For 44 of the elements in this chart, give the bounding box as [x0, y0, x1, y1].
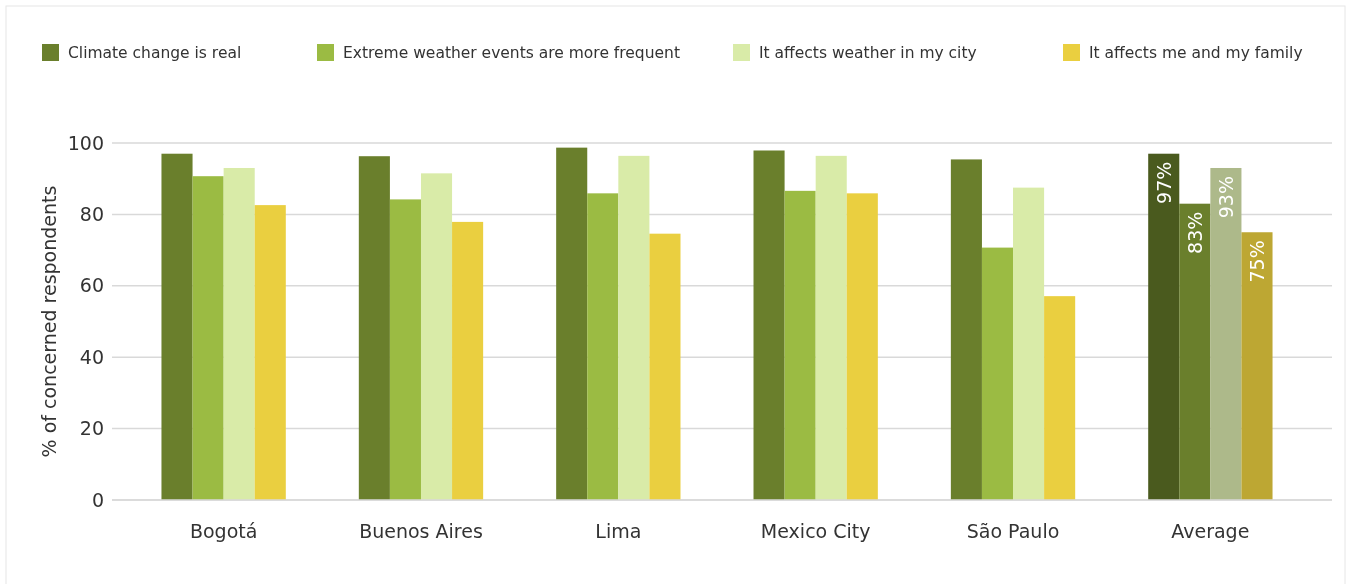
bar	[846, 193, 878, 500]
bar	[1241, 232, 1273, 500]
x-tick-label: Average	[1171, 520, 1250, 542]
x-tick-label: Lima	[595, 520, 642, 542]
legend-label: It affects weather in my city	[759, 44, 977, 62]
data-label: 97%	[1152, 161, 1175, 204]
bar	[223, 167, 255, 500]
bar	[420, 173, 453, 500]
x-tick-label: Bogotá	[189, 520, 258, 542]
bar	[649, 233, 681, 500]
data-label: 75%	[1245, 240, 1268, 283]
data-label: 93%	[1214, 175, 1237, 219]
bar	[1148, 153, 1180, 500]
y-tick-label: 20	[79, 417, 104, 440]
legend-label: Climate change is real	[68, 44, 242, 62]
y-tick-label: 40	[79, 345, 104, 368]
x-tick-label: São Paulo	[966, 520, 1060, 542]
y-tick-label: 80	[79, 203, 104, 226]
bar	[784, 190, 816, 500]
data-label: 83%	[1183, 211, 1206, 254]
bar	[452, 221, 484, 500]
bar	[753, 150, 785, 500]
x-tick-label: Mexico City	[760, 520, 871, 542]
bar	[192, 176, 224, 500]
bar	[358, 156, 390, 500]
y-tick-label: 100	[67, 131, 104, 154]
bar	[254, 205, 286, 500]
bar	[1044, 296, 1076, 500]
y-tick-label: 0	[91, 488, 104, 511]
y-tick-label: 60	[79, 274, 104, 297]
legend-label: It affects me and my family	[1089, 44, 1303, 62]
bar	[1013, 187, 1045, 500]
bar	[161, 153, 193, 500]
bar	[1210, 167, 1242, 500]
bar	[389, 199, 421, 500]
bar	[815, 155, 847, 500]
y-axis-title: % of concerned respondents	[38, 185, 60, 458]
bar	[950, 159, 982, 500]
bar	[556, 147, 588, 500]
legend-label: Extreme weather events are more frequent	[343, 44, 680, 62]
bar	[981, 247, 1014, 500]
x-tick-label: Buenos Aires	[359, 520, 483, 542]
bar	[618, 155, 650, 500]
bar	[587, 193, 619, 500]
